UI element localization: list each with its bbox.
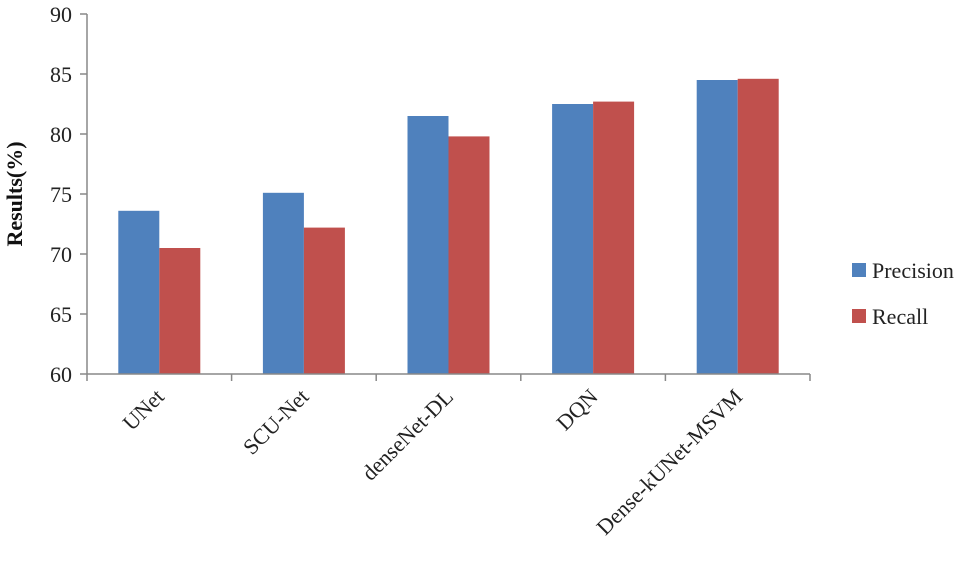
bar-precision-1 [118,210,160,374]
y-tick-label: 90 [50,2,72,27]
y-tick-label: 65 [50,302,72,327]
bars [118,78,779,375]
y-axis-title: Results(%) [2,141,27,246]
bar-recall-3 [448,136,490,374]
legend-label-recall: Recall [872,304,928,329]
bar-precision-5 [696,80,738,374]
y-tick-label: 60 [50,362,72,387]
y-tick-label: 75 [50,182,72,207]
y-tick-label: 85 [50,62,72,87]
x-axis-labels: UNet SCU-Net denseNet-DL DQNDense-kUNet-MSV… [117,384,747,540]
x-category-label: UNet [117,384,168,435]
legend: Precision Recall [852,258,954,329]
bar-recall-2 [303,227,345,374]
legend-swatch-precision [852,263,866,277]
legend-label-precision: Precision [872,258,954,283]
bar-precision-2 [262,192,304,374]
y-tick-label: 80 [50,122,72,147]
y-tick-label: 70 [50,242,72,267]
x-category-label: DQN [551,384,602,435]
y-axis-ticks: 60 65 70 75 80 85 90 [50,2,87,387]
axes [86,14,811,381]
bar-precision-3 [407,116,449,374]
x-category-label: Dense-kUNet-MSVM [591,384,747,540]
bar-recall-1 [159,248,201,374]
legend-swatch-recall [852,309,866,323]
bar-recall-4 [593,101,635,374]
x-category-label: SCU-Net [238,384,314,460]
bar-precision-4 [552,104,594,374]
bar-recall-5 [737,78,779,375]
x-category-label: denseNet-DL [357,384,458,485]
